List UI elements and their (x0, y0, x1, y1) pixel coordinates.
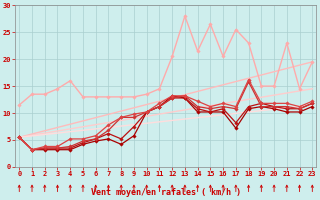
X-axis label: Vent moyen/en rafales ( km/h ): Vent moyen/en rafales ( km/h ) (91, 188, 241, 197)
